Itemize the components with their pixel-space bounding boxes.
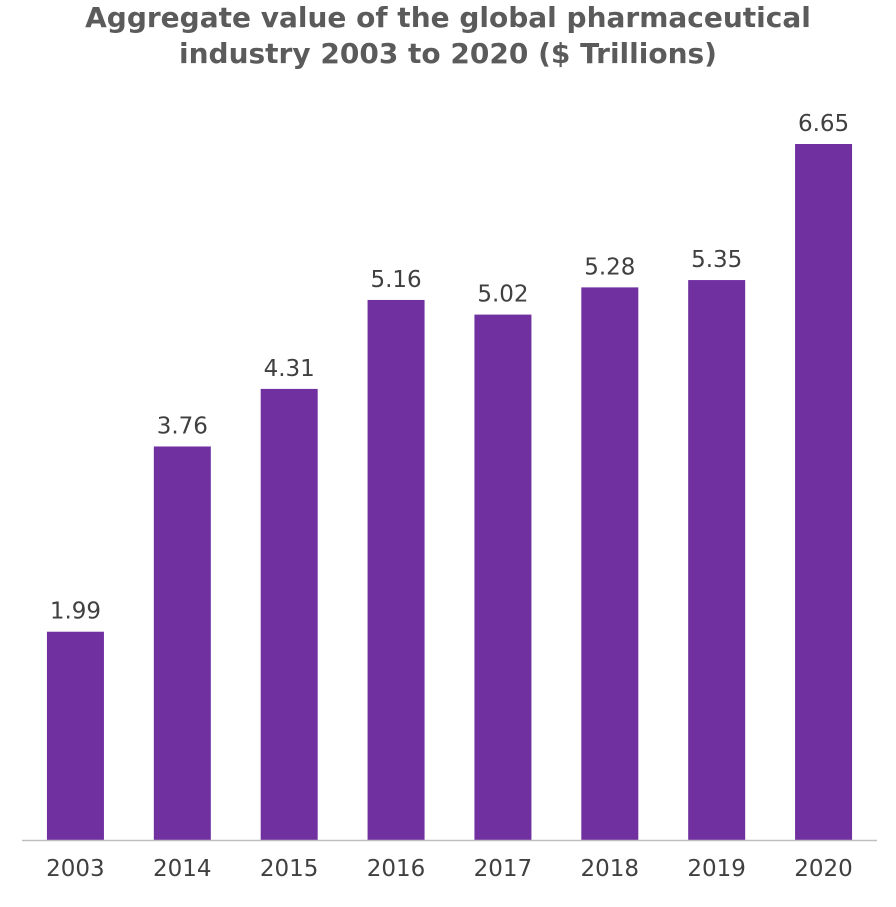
bar-2020 — [795, 144, 853, 840]
data-label-2018: 5.28 — [584, 254, 635, 280]
x-tick-label-2016: 2016 — [367, 856, 426, 882]
data-label-2019: 5.35 — [691, 247, 742, 273]
data-labels-layer: 1.99 3.76 4.31 5.16 5.02 5.28 5.35 6.65 — [50, 111, 849, 625]
data-label-2003: 1.99 — [50, 599, 101, 625]
bar-2003 — [46, 631, 104, 840]
x-tick-label-2017: 2017 — [474, 856, 533, 882]
data-label-2020: 6.65 — [798, 111, 849, 137]
bar-2017 — [474, 314, 532, 840]
bar-2016 — [367, 299, 425, 840]
bar-2018 — [581, 287, 639, 840]
data-label-2014: 3.76 — [157, 413, 208, 439]
x-tick-label-2019: 2019 — [687, 856, 746, 882]
x-tick-label-2018: 2018 — [581, 856, 640, 882]
chart-title-line-2: industry 2003 to 2020 ($ Trillions) — [179, 37, 717, 70]
bars-layer — [46, 144, 853, 840]
x-tick-labels-layer: 2003 2014 2015 2016 2017 2018 2019 2020 — [46, 856, 853, 882]
x-tick-label-2015: 2015 — [260, 856, 319, 882]
bar-2015 — [260, 388, 318, 840]
x-tick-label-2003: 2003 — [46, 856, 105, 882]
x-tick-label-2014: 2014 — [153, 856, 212, 882]
chart-title-line-1: Aggregate value of the global pharmaceut… — [85, 1, 811, 34]
data-label-2015: 4.31 — [264, 356, 315, 382]
data-label-2016: 5.16 — [370, 267, 421, 293]
x-tick-label-2020: 2020 — [794, 856, 853, 882]
bar-2014 — [153, 446, 211, 840]
bar-2019 — [688, 280, 746, 840]
chart-title: Aggregate value of the global pharmaceut… — [40, 0, 856, 72]
data-label-2017: 5.02 — [477, 282, 528, 308]
